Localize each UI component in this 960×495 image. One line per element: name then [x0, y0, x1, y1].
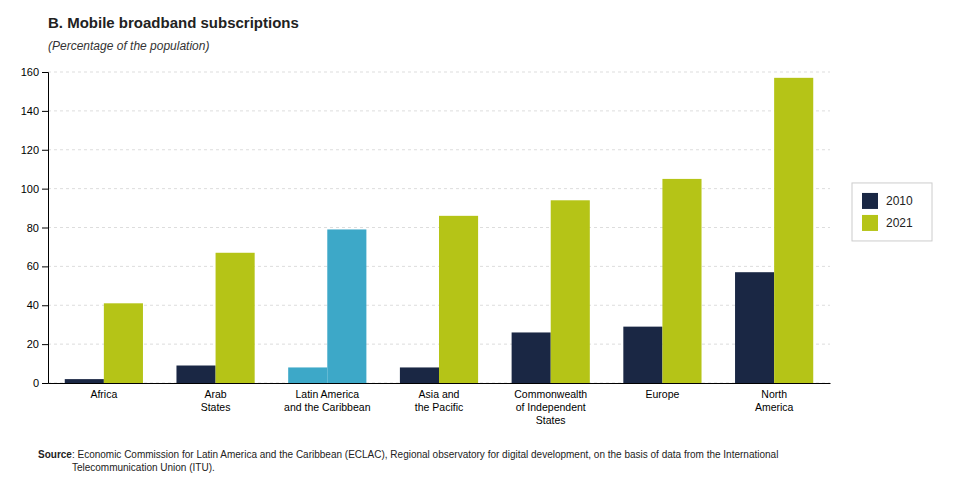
y-tick-label: 120 — [21, 144, 39, 156]
y-tick: 120 — [21, 144, 48, 156]
source-label: Source — [38, 449, 72, 460]
bar — [623, 327, 662, 383]
x-tick-label: Latin Americaand the Caribbean — [284, 388, 371, 413]
y-tick-mark — [42, 228, 48, 229]
y-tick: 80 — [27, 222, 48, 234]
bar — [512, 332, 551, 383]
legend-item: 2021 — [862, 215, 913, 231]
x-axis-line — [49, 383, 831, 384]
x-tick: Latin Americaand the Caribbean — [284, 388, 371, 413]
bar — [551, 200, 590, 383]
x-tick-label: Commonwealthof IndependentStates — [514, 388, 587, 425]
grid — [48, 72, 830, 383]
x-tick-label-line: Arab — [204, 388, 226, 400]
y-axis: 0 20 40 60 80 100 120 140 160 — [21, 66, 49, 389]
y-tick-mark — [42, 189, 48, 190]
y-tick-mark — [42, 266, 48, 267]
y-tick: 20 — [27, 338, 48, 350]
bar — [176, 366, 215, 383]
y-tick-label: 0 — [33, 377, 39, 389]
subtitle: (Percentage of the population) — [48, 39, 209, 53]
y-tick: 0 — [33, 377, 48, 389]
bar — [662, 179, 701, 383]
y-tick-label: 60 — [27, 260, 39, 272]
bar — [400, 367, 439, 383]
y-tick-label: 160 — [21, 66, 39, 78]
x-tick-label-line: and the Caribbean — [284, 401, 371, 413]
plot: 020406080100120140160AfricaArabStatesLat… — [21, 66, 831, 426]
legend-label: 2021 — [886, 216, 913, 230]
legend-swatch — [862, 215, 878, 231]
y-tick-label: 100 — [21, 183, 39, 195]
y-tick-label: 80 — [27, 222, 39, 234]
grid-line — [48, 149, 830, 150]
x-tick-label-line: Latin America — [295, 388, 359, 400]
bar — [288, 367, 327, 383]
title: B. Mobile broadband subscriptions — [48, 14, 299, 31]
y-tick-mark — [42, 344, 48, 345]
x-tick-label: Africa — [90, 388, 117, 400]
y-tick-mark — [42, 150, 48, 151]
x-tick: Africa — [90, 388, 117, 400]
x-tick-label-line: Europe — [645, 388, 679, 400]
x-tick-label-line: America — [755, 401, 794, 413]
y-tick-mark — [42, 305, 48, 306]
x-tick-label-line: North — [761, 388, 787, 400]
y-tick-mark — [42, 72, 48, 73]
x-tick: Commonwealthof IndependentStates — [514, 388, 587, 425]
x-tick-label-line: Africa — [90, 388, 117, 400]
legend: 2010 2021 — [852, 183, 932, 241]
x-tick-label-line: States — [536, 414, 566, 426]
x-axis: AfricaArabStatesLatin Americaand the Car… — [49, 384, 831, 426]
chart-container: B. Mobile broadband subscriptions (Percen… — [0, 0, 960, 495]
source-text: : Economic Commission for Latin America … — [72, 449, 778, 473]
y-tick: 60 — [27, 260, 48, 272]
y-tick: 100 — [21, 183, 48, 195]
x-tick-label: Asia andthe Pacific — [415, 388, 463, 413]
bar — [65, 379, 104, 383]
legend-label: 2010 — [886, 194, 913, 208]
y-tick-mark — [42, 383, 48, 384]
x-tick-label: ArabStates — [201, 388, 231, 413]
x-tick-label: Europe — [645, 388, 679, 400]
bars — [65, 78, 813, 383]
bar — [439, 216, 478, 383]
y-tick: 40 — [27, 299, 48, 311]
x-tick: Europe — [645, 388, 679, 400]
legend-item: 2010 — [862, 193, 913, 209]
y-tick-mark — [42, 111, 48, 112]
bar — [216, 253, 255, 383]
x-tick-label-line: the Pacific — [415, 401, 463, 413]
bar — [104, 303, 143, 383]
y-tick: 140 — [21, 105, 48, 117]
x-tick: NorthAmerica — [755, 388, 794, 413]
x-tick-label-line: States — [201, 401, 231, 413]
x-tick-label-line: Asia and — [419, 388, 460, 400]
bar — [774, 78, 813, 383]
x-tick-label-line: of Independent — [516, 401, 586, 413]
x-tick: ArabStates — [201, 388, 231, 413]
bar — [735, 272, 774, 383]
y-tick-label: 140 — [21, 105, 39, 117]
x-tick: Asia andthe Pacific — [415, 388, 463, 413]
y-tick-label: 40 — [27, 299, 39, 311]
bar — [327, 229, 366, 383]
source-text-line: : Economic Commission for Latin America … — [72, 449, 778, 460]
legend-swatch — [862, 193, 878, 209]
legend-frame — [852, 183, 932, 241]
y-tick: 160 — [21, 66, 48, 78]
x-tick-label: NorthAmerica — [755, 388, 794, 413]
y-tick-label: 20 — [27, 338, 39, 350]
grid-line — [48, 72, 830, 73]
y-axis-line — [42, 73, 49, 384]
grid-line — [48, 188, 830, 189]
source-text-line: Telecommunication Union (ITU). — [72, 462, 215, 473]
x-tick-label-line: Commonwealth — [514, 388, 587, 400]
grid-line — [48, 110, 830, 111]
chart: B. Mobile broadband subscriptions (Percen… — [0, 0, 960, 495]
